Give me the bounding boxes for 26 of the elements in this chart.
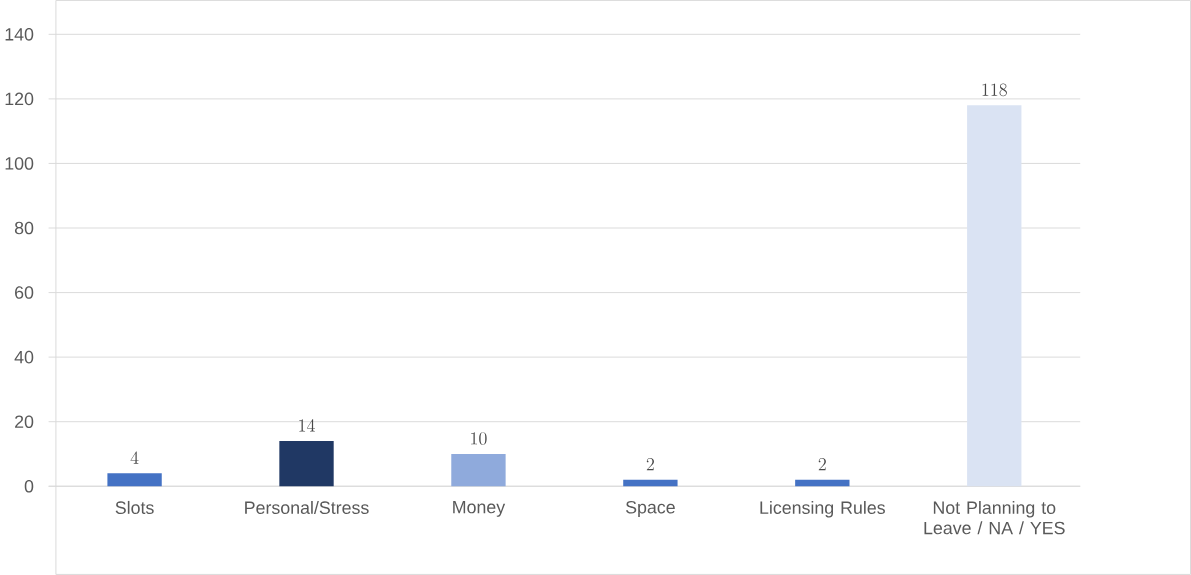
- y-tick-label: 120: [5, 92, 34, 106]
- data-label: 2: [646, 458, 654, 471]
- x-tick-label: Space: [625, 500, 675, 518]
- data-label: 10: [471, 432, 487, 445]
- bar: [451, 454, 506, 487]
- y-tick-label: 140: [5, 28, 34, 41]
- data-label: 14: [299, 419, 315, 432]
- y-tick-label: 20: [15, 415, 34, 429]
- y-tick-label: 80: [14, 221, 34, 235]
- data-label: 4: [130, 451, 139, 464]
- y-tick-label: 60: [15, 286, 34, 299]
- data-label: 118: [982, 83, 1007, 97]
- bar: [795, 479, 850, 487]
- y-tick-label: 40: [14, 350, 34, 364]
- y-tick-label: 100: [5, 157, 34, 170]
- bar: [279, 441, 334, 487]
- x-tick-label: Personal/Stress: [245, 500, 369, 515]
- bar: [623, 479, 678, 487]
- x-tick-label: Licensing Rules: [760, 500, 885, 518]
- bar: [107, 473, 162, 487]
- bar: [967, 105, 1022, 487]
- x-tick-label: Money: [453, 500, 506, 517]
- x-tick-label: Slots: [115, 500, 154, 515]
- y-tick-label: 0: [24, 479, 34, 493]
- data-label: 2: [818, 458, 826, 471]
- x-tick-label: Not Planning to Leave / NA / YES: [924, 500, 1065, 535]
